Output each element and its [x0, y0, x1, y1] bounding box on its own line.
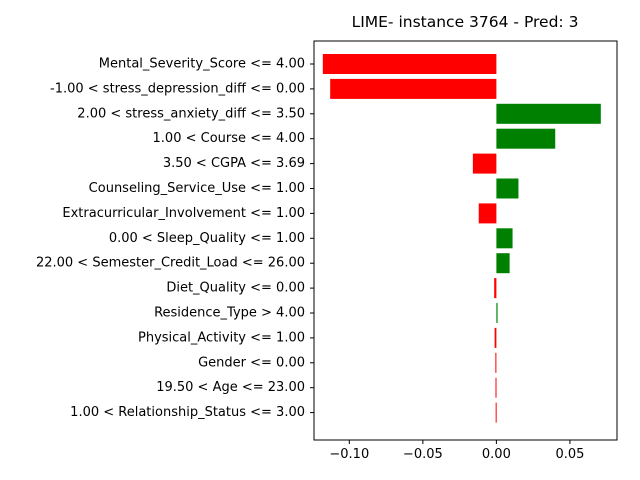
bar-10	[496, 303, 498, 323]
y-tick-label: Mental_Severity_Score <= 4.00	[99, 57, 305, 72]
bar-0	[322, 54, 497, 74]
bar-7	[496, 228, 513, 249]
y-tick-label: 19.50 < Age <= 23.00	[156, 380, 305, 395]
y-tick-label: 0.00 < Sleep_Quality <= 1.00	[109, 231, 305, 246]
x-tick-label: −0.10	[329, 447, 369, 462]
bar-2	[496, 103, 601, 124]
y-tick-label: 2.00 < stress_anxiety_diff <= 3.50	[77, 106, 305, 121]
y-tick-label: Gender <= 0.00	[198, 355, 305, 370]
bar-8	[496, 253, 510, 274]
y-tick-label: 3.50 < CGPA <= 3.69	[163, 156, 305, 171]
y-tick-label: Physical_Activity <= 1.00	[138, 330, 305, 345]
x-axis: −0.10 −0.05 0.00 0.05	[329, 440, 584, 462]
x-tick-label: −0.05	[403, 447, 443, 462]
y-tick-label: Counseling_Service_Use <= 1.00	[89, 181, 305, 196]
bar-5	[496, 178, 519, 199]
x-tick-label: 0.05	[555, 447, 584, 462]
bar-14	[495, 402, 497, 423]
bar-13	[495, 377, 497, 398]
bar-12	[495, 352, 497, 373]
chart-title: LIME- instance 3764 - Pred: 3	[352, 13, 579, 31]
y-tick-label: Residence_Type > 4.00	[154, 306, 305, 321]
y-tick-label: 1.00 < Course <= 4.00	[153, 131, 305, 146]
bar-4	[472, 153, 497, 174]
plot-frame	[313, 40, 618, 441]
y-tick-label: Extracurricular_Involvement <= 1.00	[62, 206, 305, 221]
y-tick-label: Diet_Quality <= 0.00	[166, 281, 305, 296]
x-tick-label: 0.00	[482, 447, 511, 462]
y-tick-label: 1.00 < Relationship_Status <= 3.00	[70, 405, 305, 420]
bar-9	[494, 278, 497, 299]
bar-6	[478, 203, 497, 224]
bar-3	[496, 128, 556, 149]
y-tick-label: -1.00 < stress_depression_diff <= 0.00	[50, 81, 305, 96]
bar-1	[330, 78, 497, 99]
y-tick-labels: Mental_Severity_Score <= 4.00 -1.00 < str…	[36, 57, 314, 420]
bar-11	[494, 327, 497, 348]
y-tick-label: 22.00 < Semester_Credit_Load <= 26.00	[36, 256, 305, 271]
bars-group	[322, 54, 601, 423]
